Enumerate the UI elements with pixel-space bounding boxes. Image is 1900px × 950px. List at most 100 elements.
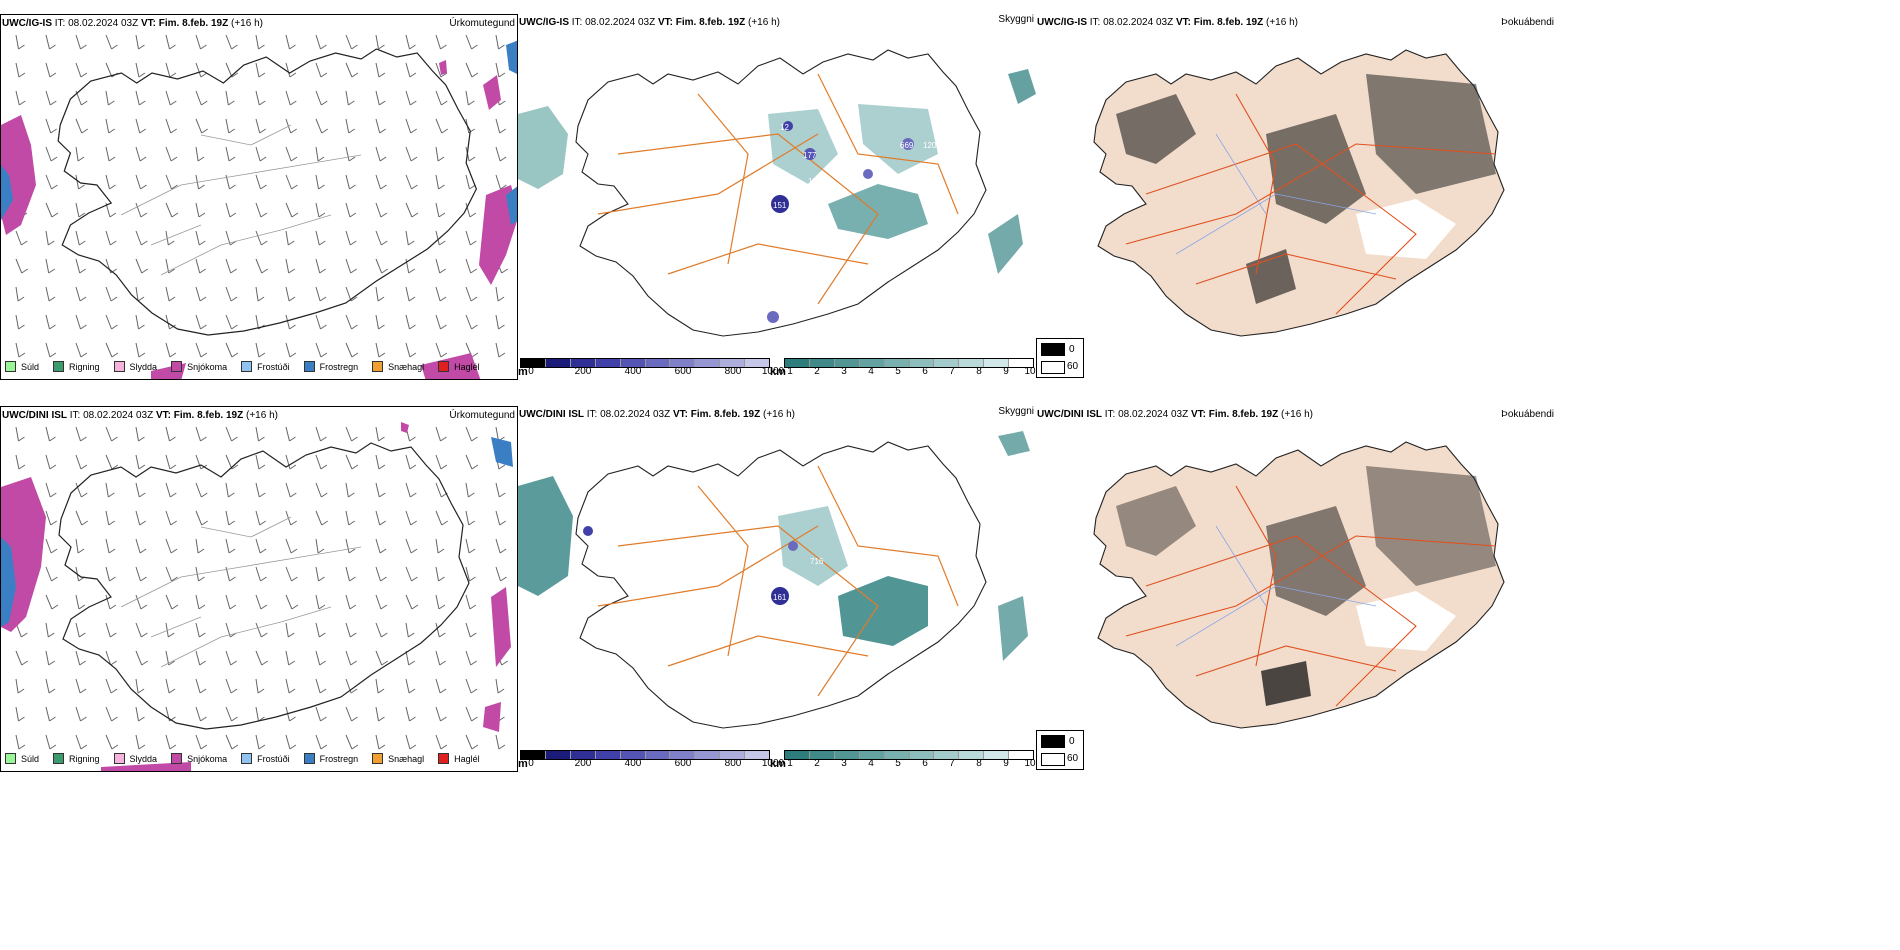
wind-barb (165, 314, 170, 330)
valid-time-label: VT: (140, 18, 156, 29)
wind-barb (105, 426, 112, 442)
wind-barb (405, 482, 411, 498)
wind-barb (75, 230, 80, 246)
wind-barb-flag (409, 436, 416, 442)
wind-barb-flag (110, 632, 117, 638)
wind-barb (375, 454, 380, 470)
wind-barb-flag (259, 156, 267, 162)
wind-barb (465, 90, 469, 106)
wind-barb (15, 650, 23, 666)
wind-barb-flag (140, 212, 148, 218)
wind-barb (435, 202, 440, 218)
wind-barb-flag (259, 128, 266, 134)
wind-barb-flag (258, 464, 266, 470)
wind-barb-flag (289, 436, 296, 442)
wind-barb-flag (471, 464, 479, 470)
wind-barb-flag (349, 184, 356, 190)
wind-barb-flag (201, 100, 208, 106)
wind-barb-flag (381, 240, 388, 246)
wind-barb (465, 650, 472, 666)
wind-barb-flag (200, 744, 208, 750)
wind-barb-flag (408, 632, 415, 638)
wind-barb (315, 286, 321, 302)
wind-barb-flag (50, 548, 58, 554)
wind-barb (435, 230, 440, 246)
wind-barb-flag (499, 156, 507, 162)
wind-barb (465, 510, 470, 526)
wind-barb (225, 538, 230, 554)
wind-barb-flag (51, 604, 59, 610)
wind-barbs (15, 426, 508, 750)
wind-barb-flag (169, 72, 177, 78)
wind-barb-flag (111, 716, 118, 722)
wind-barb (375, 426, 379, 442)
wind-barb (375, 286, 379, 302)
wind-barb (345, 426, 352, 442)
wind-barb (135, 566, 141, 582)
wind-barb (495, 678, 499, 694)
wind-barb-flag (80, 324, 87, 330)
wind-barb-flag (171, 576, 178, 582)
wind-barb-flag (439, 632, 446, 638)
wind-barb-flag (139, 492, 146, 498)
wind-barb (45, 90, 51, 106)
wind-barb-flag (137, 688, 145, 694)
wind-barb-flag (110, 268, 117, 274)
wind-barb (135, 426, 139, 442)
wind-barb-flag (229, 184, 236, 190)
wind-barb-flag (81, 100, 88, 106)
wind-barb (135, 62, 140, 78)
cloudbase-colorbar (520, 358, 770, 368)
wind-barb-flag (201, 520, 208, 526)
wind-barb-flag (138, 744, 146, 750)
wind-barb-flag (48, 296, 56, 302)
wind-barb-flag (51, 184, 58, 190)
wind-barb (435, 678, 441, 694)
wind-barb (465, 286, 472, 302)
wind-barb (285, 286, 290, 302)
wind-barb-flag (351, 464, 359, 470)
wind-barb-flag (291, 212, 299, 218)
wind-barb-flag (380, 576, 387, 582)
wind-barb-flag (470, 632, 477, 638)
legend-item-snaehagl: Snæhagl (372, 361, 424, 372)
wind-barb (45, 538, 52, 554)
wind-barb-flag (348, 100, 355, 106)
wind-barb (195, 734, 202, 750)
cloudbase-unit: m (518, 758, 528, 770)
wind-barb (45, 258, 50, 274)
wind-barb-flag (288, 632, 295, 638)
wind-barb (315, 678, 321, 694)
wind-barb (105, 118, 110, 134)
wind-barb (105, 174, 110, 190)
wind-barb-flag (78, 212, 86, 218)
wind-barb (105, 90, 109, 106)
wind-barb-flag (137, 296, 145, 302)
fog-legend: 0 60 (1036, 338, 1084, 378)
wind-barb (405, 62, 411, 78)
wind-barb (465, 258, 472, 274)
wind-barb (165, 482, 171, 498)
cloud-label: 669 (900, 141, 914, 150)
legend-item-frostudi: Frostúði (241, 753, 290, 764)
wind-barb-flag (261, 268, 268, 274)
panel-header: UWC/DINI ISL IT: 08.02.2024 03Z VT: Fim.… (1037, 409, 1313, 420)
wind-barb (405, 454, 411, 470)
wind-barb (255, 118, 261, 134)
wind-barb-flag (111, 464, 119, 470)
wind-barb (255, 174, 261, 190)
wind-barb-flag (439, 660, 446, 666)
wind-barb (435, 454, 442, 470)
wind-barb-flag (21, 632, 28, 638)
wind-barb-flag (378, 352, 386, 358)
visibility-map: 151 12 177 172 669 120 (518, 49, 1036, 337)
wind-barb-flag (109, 184, 116, 190)
wind-barb-flag (81, 128, 88, 134)
wind-barb (105, 62, 113, 78)
panel-header: UWC/DINI ISL IT: 08.02.2024 03Z VT: Fim.… (2, 410, 278, 421)
wind-barb-flag (231, 72, 239, 78)
wind-barb-flag (320, 436, 327, 442)
legend-item-rigning: Rigning (53, 361, 100, 372)
wind-barb (75, 426, 81, 442)
wind-barb-flag (230, 296, 238, 302)
